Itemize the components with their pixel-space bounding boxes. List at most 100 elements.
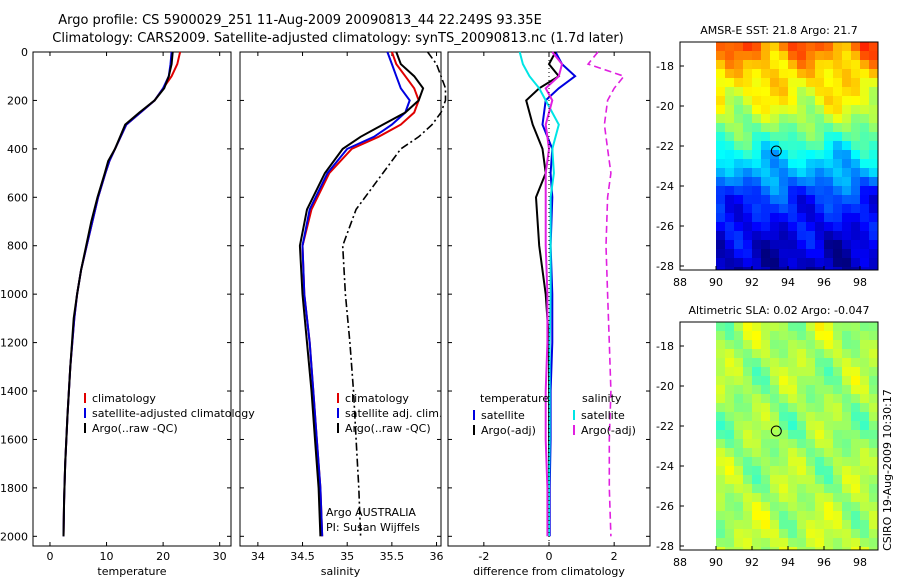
sla_map-heat-cell <box>815 547 825 551</box>
sst_map-heat-cell <box>842 195 852 205</box>
sla_map-heat-cell <box>797 394 807 404</box>
sst_map-heat-cell <box>815 186 825 196</box>
sst_map-heat-cell <box>797 60 807 70</box>
sst_map-heat-cell <box>815 141 825 151</box>
sst_map-heat-cell <box>788 69 798 79</box>
sla_map-heat-cell <box>743 502 753 512</box>
sla_map-heat-cell <box>815 376 825 386</box>
sla_map-heat-cell <box>770 340 780 350</box>
sla_map-heat-cell <box>851 502 861 512</box>
sla_map-heat-cell <box>788 403 798 413</box>
sst_map-x-tick-label: 90 <box>709 276 723 289</box>
sst_map-heat-cell <box>725 51 735 61</box>
sst_map-heat-cell <box>716 258 726 268</box>
sla_map-heat-cell <box>806 475 816 485</box>
sst_map-heat-cell <box>761 60 771 70</box>
sst_map-heat-cell <box>761 141 771 151</box>
sla_map-heat-cell <box>761 403 771 413</box>
sla_map-heat-cell <box>797 421 807 431</box>
sla_map-heat-cell <box>842 475 852 485</box>
sst_map-heat-cell <box>797 213 807 223</box>
sla_map-heat-cell <box>815 448 825 458</box>
salinity-x-tick-label: 35.5 <box>380 550 405 563</box>
sla_map-heat-cell <box>716 367 726 377</box>
sst_map-y-tick-label: -22 <box>656 140 674 153</box>
sla_map-heat-cell <box>869 520 879 530</box>
sst_map-heat-cell <box>752 177 762 187</box>
sla_map-heat-cell <box>734 439 744 449</box>
sst_map-heat-cell <box>743 267 753 271</box>
sla_map-heat-cell <box>716 358 726 368</box>
sla_map-heat-cell <box>851 349 861 359</box>
sst_map-heat-cell <box>788 132 798 142</box>
sla_map-heat-cell <box>725 493 735 503</box>
sst_map-heat-cell <box>779 105 789 115</box>
sla_map-heat-cell <box>761 520 771 530</box>
sst_map-heat-cell <box>842 249 852 259</box>
sla_map-heat-cell <box>815 349 825 359</box>
sst_map-heat-cell <box>734 123 744 133</box>
sst_map-heat-cell <box>716 213 726 223</box>
sla_map-heat-cell <box>797 340 807 350</box>
sla_map-heat-cell <box>770 484 780 494</box>
sla_map-heat-cell <box>761 430 771 440</box>
sla_map-heat-cell <box>770 511 780 521</box>
sla_map-heat-cell <box>860 322 870 332</box>
sst_map-heat-cell <box>815 240 825 250</box>
sst_map-heat-cell <box>752 60 762 70</box>
sst_map-heat-cell <box>743 258 753 268</box>
sst_map-heat-cell <box>725 87 735 97</box>
sst_map-heat-cell <box>716 150 726 160</box>
sst_map-heat-cell <box>860 96 870 106</box>
sla_map-heat-cell <box>842 538 852 548</box>
sst_map-heat-cell <box>788 195 798 205</box>
sla_map-heat-cell <box>725 502 735 512</box>
sst_map-heat-cell <box>797 141 807 151</box>
sst_map-heat-cell <box>752 69 762 79</box>
sla_map-heat-cell <box>779 439 789 449</box>
sla_map-heat-cell <box>869 502 879 512</box>
sla_map-heat-cell <box>734 457 744 467</box>
sla_map-heat-cell <box>716 520 726 530</box>
sla_map-heat-cell <box>833 484 843 494</box>
sla_map-heat-cell <box>770 331 780 341</box>
sst_map-heat-cell <box>815 42 825 52</box>
timestamp-side-text: CSIRO 19-Aug-2009 10:30:17 <box>881 389 894 551</box>
sla_map-heat-cell <box>743 538 753 548</box>
sst_map-heat-cell <box>734 105 744 115</box>
sst_map-heat-cell <box>869 78 879 88</box>
sla_map-heat-cell <box>824 439 834 449</box>
sst_map-heat-cell <box>797 204 807 214</box>
sla_map-heat-cell <box>770 430 780 440</box>
sst_map-heat-cell <box>779 51 789 61</box>
sst_map-heat-cell <box>806 141 816 151</box>
sst_map-heat-cell <box>752 168 762 178</box>
sst_map-heat-cell <box>743 60 753 70</box>
sst_map-heat-cell <box>788 267 798 271</box>
sst_map-heat-cell <box>779 60 789 70</box>
sst_map-heat-cell <box>842 240 852 250</box>
sst_map-heat-cell <box>851 222 861 232</box>
sla_map-heat-cell <box>851 322 861 332</box>
sst_map-heat-cell <box>842 96 852 106</box>
sst_map-heat-cell <box>860 168 870 178</box>
sla_map-heat-cell <box>743 412 753 422</box>
sst_map-heat-cell <box>734 78 744 88</box>
sla_map-heat-cell <box>797 385 807 395</box>
sla_map-heat-cell <box>761 484 771 494</box>
sla_map-heat-cell <box>761 439 771 449</box>
sla_map-heat-cell <box>824 367 834 377</box>
sst_map-heat-cell <box>779 123 789 133</box>
temperature-y-tick-label: 1400 <box>0 385 28 398</box>
sla_map-heat-cell <box>860 547 870 551</box>
sla_map-heat-cell <box>734 349 744 359</box>
sst_map-heat-cell <box>725 78 735 88</box>
sla_map-heat-cell <box>716 385 726 395</box>
sst_map-heat-cell <box>770 195 780 205</box>
sst_map-heat-cell <box>770 69 780 79</box>
sst_map-heat-cell <box>869 105 879 115</box>
sla_map-heat-cell <box>860 358 870 368</box>
sla_map-heat-cell <box>869 367 879 377</box>
sst_map-heat-cell <box>815 132 825 142</box>
salinity-x-tick-label: 34 <box>251 550 265 563</box>
